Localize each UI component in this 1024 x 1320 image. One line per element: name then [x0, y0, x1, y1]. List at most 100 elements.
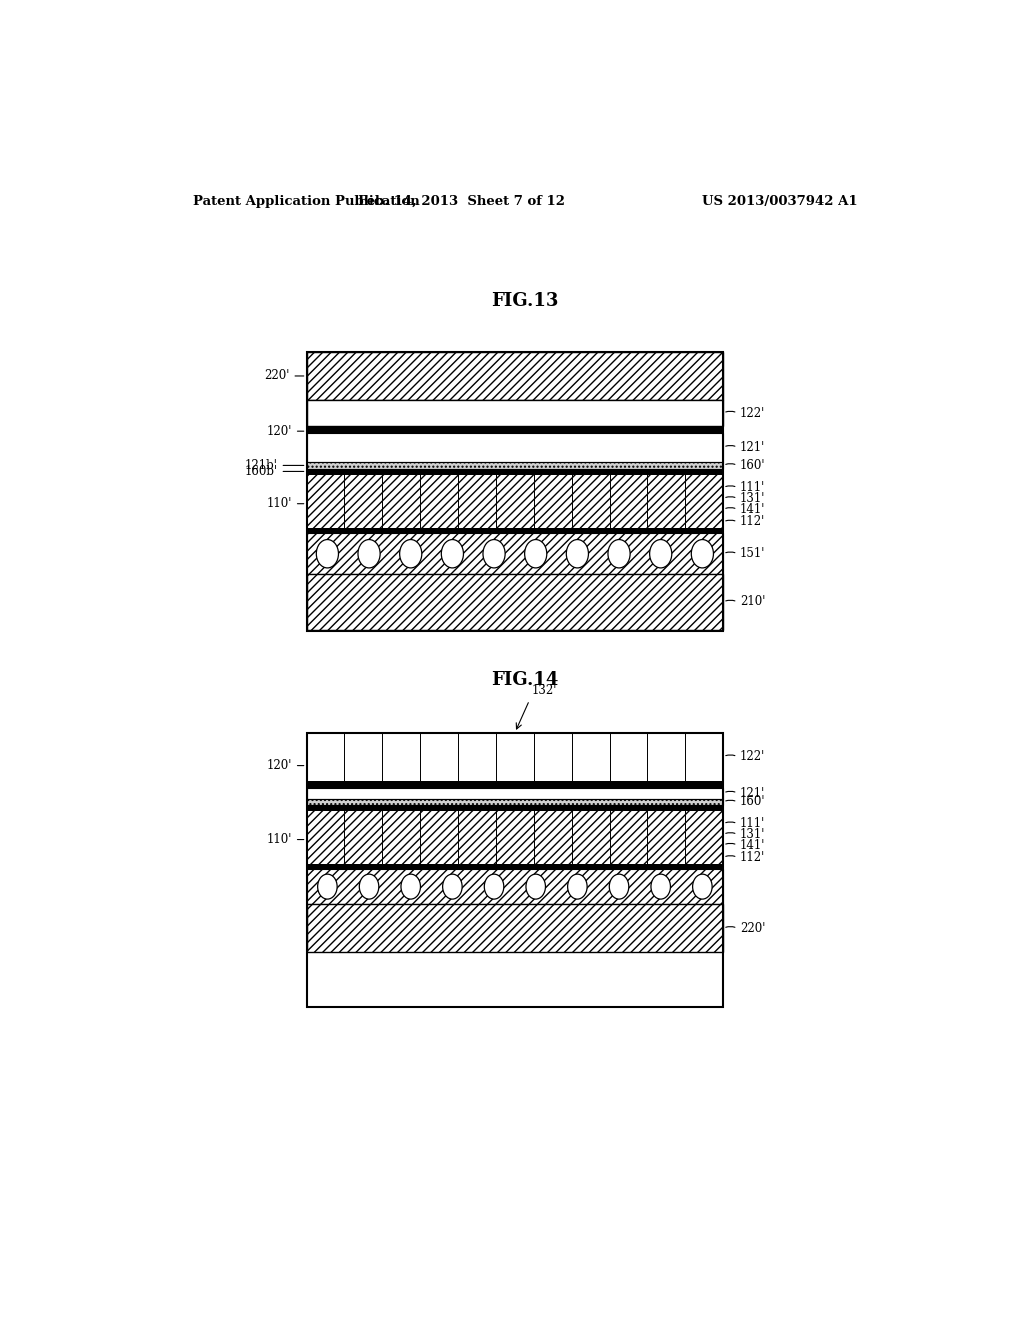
- Circle shape: [692, 874, 712, 899]
- Bar: [306, 528, 723, 533]
- Text: 160b': 160b': [245, 465, 278, 478]
- Bar: [344, 810, 382, 863]
- Text: 141': 141': [740, 503, 765, 516]
- Bar: [534, 474, 571, 528]
- Circle shape: [358, 540, 380, 568]
- Text: 122': 122': [740, 407, 765, 420]
- Circle shape: [526, 874, 546, 899]
- Text: 160': 160': [740, 459, 765, 473]
- Bar: [306, 425, 723, 433]
- Bar: [609, 474, 647, 528]
- Bar: [306, 788, 723, 799]
- Bar: [647, 810, 685, 863]
- Bar: [647, 474, 685, 528]
- Text: 110': 110': [267, 833, 292, 846]
- Bar: [420, 474, 458, 528]
- Text: US 2013/0037942 A1: US 2013/0037942 A1: [702, 194, 858, 207]
- Bar: [647, 733, 685, 780]
- Bar: [306, 433, 723, 462]
- Bar: [382, 810, 420, 863]
- Bar: [306, 780, 723, 788]
- Bar: [306, 810, 344, 863]
- Circle shape: [359, 874, 379, 899]
- Bar: [306, 462, 723, 469]
- Text: 111': 111': [740, 817, 765, 830]
- Text: FIG.14: FIG.14: [492, 671, 558, 689]
- Bar: [458, 810, 496, 863]
- Bar: [306, 469, 723, 474]
- Text: 151': 151': [740, 548, 765, 560]
- Bar: [609, 810, 647, 863]
- Circle shape: [567, 874, 587, 899]
- Bar: [306, 400, 723, 425]
- Text: 120': 120': [267, 759, 292, 772]
- Bar: [496, 474, 534, 528]
- Bar: [609, 733, 647, 780]
- Circle shape: [399, 540, 422, 568]
- Circle shape: [566, 540, 589, 568]
- Circle shape: [649, 540, 672, 568]
- Text: FIG.13: FIG.13: [492, 292, 558, 310]
- Bar: [306, 474, 344, 528]
- Bar: [306, 574, 723, 630]
- Text: 210': 210': [740, 595, 765, 609]
- Bar: [496, 733, 534, 780]
- Text: 112': 112': [740, 851, 765, 863]
- Text: 121': 121': [740, 787, 765, 800]
- Bar: [382, 733, 420, 780]
- Bar: [306, 733, 344, 780]
- Bar: [306, 533, 723, 574]
- Bar: [420, 733, 458, 780]
- Bar: [534, 733, 571, 780]
- Circle shape: [609, 874, 629, 899]
- Bar: [306, 351, 723, 400]
- Text: Patent Application Publication: Patent Application Publication: [194, 194, 420, 207]
- Bar: [344, 474, 382, 528]
- Text: 160': 160': [740, 796, 765, 808]
- Bar: [306, 733, 723, 1007]
- Circle shape: [524, 540, 547, 568]
- Text: 132': 132': [531, 684, 557, 697]
- Circle shape: [317, 874, 337, 899]
- Bar: [306, 799, 723, 805]
- Circle shape: [441, 540, 464, 568]
- Bar: [534, 810, 571, 863]
- Bar: [306, 805, 723, 810]
- Bar: [571, 733, 609, 780]
- Bar: [571, 474, 609, 528]
- Bar: [344, 733, 382, 780]
- Text: 122': 122': [740, 750, 765, 763]
- Bar: [685, 474, 723, 528]
- Bar: [306, 863, 723, 869]
- Circle shape: [651, 874, 671, 899]
- Circle shape: [483, 540, 505, 568]
- Circle shape: [484, 874, 504, 899]
- Bar: [685, 733, 723, 780]
- Bar: [382, 474, 420, 528]
- Bar: [306, 869, 723, 904]
- Text: 120': 120': [267, 425, 292, 438]
- Bar: [571, 810, 609, 863]
- Text: 131': 131': [740, 492, 765, 506]
- Text: 112': 112': [740, 515, 765, 528]
- Bar: [458, 474, 496, 528]
- Bar: [420, 810, 458, 863]
- Text: 121b': 121b': [245, 459, 278, 473]
- Bar: [496, 810, 534, 863]
- Bar: [685, 810, 723, 863]
- Text: 131': 131': [740, 828, 765, 841]
- Bar: [306, 904, 723, 952]
- Text: 121': 121': [740, 441, 765, 454]
- Text: 141': 141': [740, 838, 765, 851]
- Text: 110': 110': [267, 498, 292, 511]
- Text: 220': 220': [264, 370, 290, 383]
- Circle shape: [442, 874, 462, 899]
- Circle shape: [316, 540, 339, 568]
- Circle shape: [608, 540, 630, 568]
- Bar: [458, 733, 496, 780]
- Text: Feb. 14, 2013  Sheet 7 of 12: Feb. 14, 2013 Sheet 7 of 12: [357, 194, 565, 207]
- Circle shape: [691, 540, 714, 568]
- Circle shape: [401, 874, 421, 899]
- Text: 111': 111': [740, 480, 765, 494]
- Text: 220': 220': [740, 921, 765, 935]
